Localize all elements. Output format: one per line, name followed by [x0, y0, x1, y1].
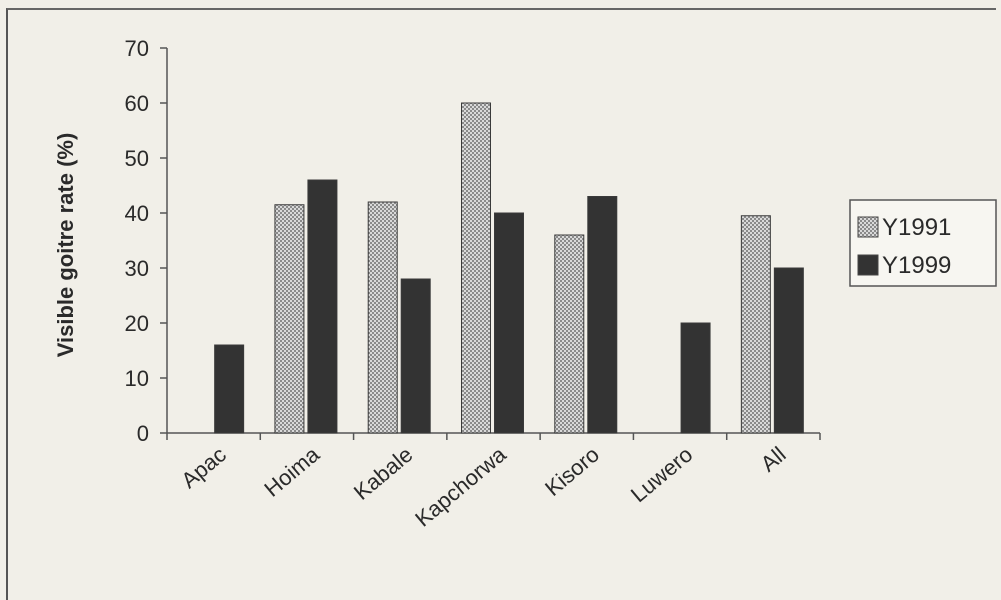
y-tick-label: 40 [125, 201, 149, 226]
x-category-label: Kapchorwa [410, 441, 511, 531]
chart-frame [6, 8, 996, 600]
bar-y1999-luwero [680, 322, 711, 434]
bar-y1999-kapchorwa [494, 212, 524, 434]
bar-y1991-kabale [367, 201, 398, 434]
legend-label-y1999: Y1999 [882, 252, 951, 279]
legend-label-y1991: Y1991 [882, 214, 951, 241]
legend: Y1991 Y1999 [849, 199, 997, 287]
y-tick-label: 70 [125, 36, 149, 61]
x-category-label: Kisoro [540, 442, 604, 501]
y-axis-title: Visible goitre rate (%) [53, 133, 78, 358]
bar-y1991-all [740, 215, 771, 434]
x-category-label: All [756, 442, 791, 477]
bar-y1991-kapchorwa [461, 102, 491, 434]
bar-y1999-all [773, 267, 804, 434]
bar-y1999-kisoro [587, 196, 618, 434]
y-tick-label: 60 [125, 91, 149, 116]
y-tick-label: 50 [125, 146, 149, 171]
legend-swatch-y1991 [857, 216, 879, 238]
y-tick-label: 20 [125, 311, 149, 336]
legend-swatch-y1999 [857, 254, 879, 276]
y-tick-label: 10 [125, 366, 149, 391]
y-tick-label: 30 [125, 256, 149, 281]
bar-y1999-kabale [400, 278, 431, 434]
bar-y1999-hoima [307, 179, 338, 434]
bar-y1991-kisoro [554, 234, 585, 434]
x-category-label: Kabale [349, 442, 418, 505]
bars [214, 102, 804, 434]
x-category-label: Apac [176, 442, 230, 493]
y-tick-label: 0 [137, 421, 149, 446]
x-category-label: Hoima [259, 441, 324, 502]
bar-y1999-apac [214, 344, 245, 434]
bar-y1991-hoima [274, 204, 305, 434]
x-category-label: Luwero [626, 442, 697, 508]
